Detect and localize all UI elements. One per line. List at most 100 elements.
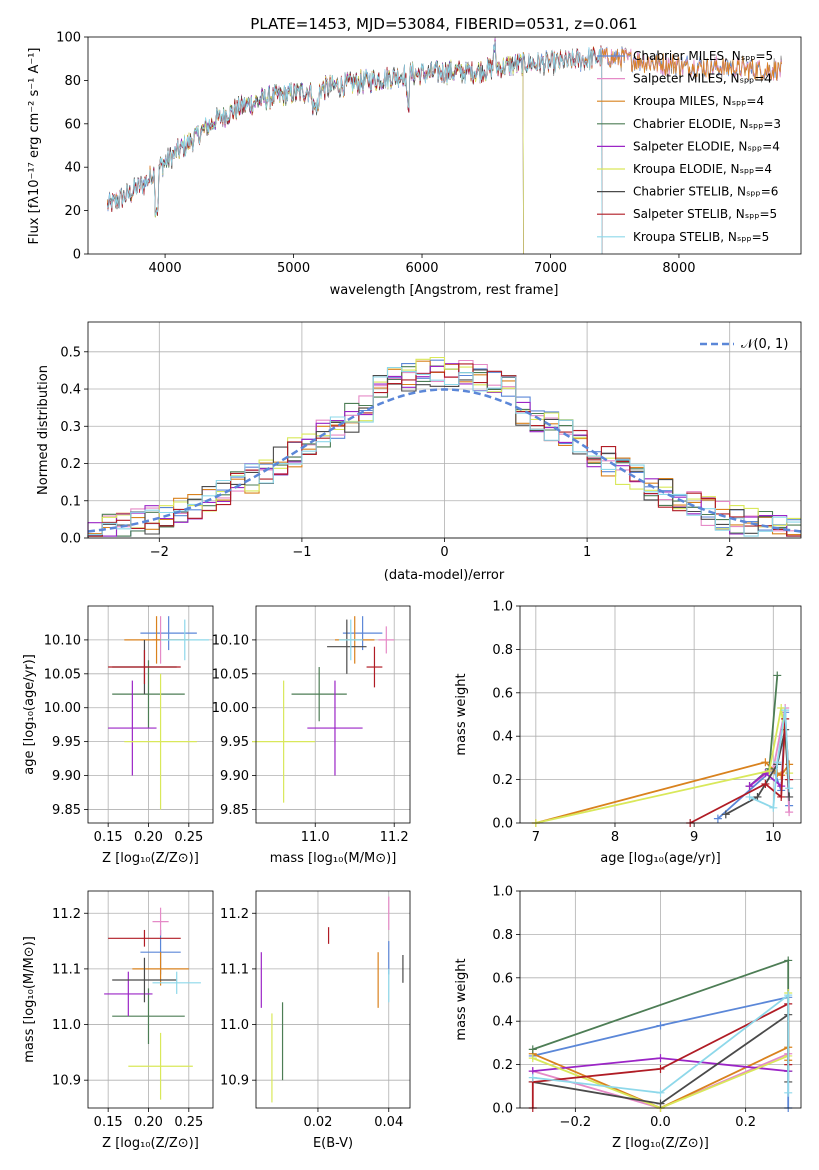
- residuals-frame: [87, 321, 802, 539]
- xtick-label: 0.0: [650, 1115, 671, 1130]
- panel-frame: [87, 890, 214, 1109]
- spectrum-panel: PLATE=1453, MJD=53084, FIBERID=0531, z=0…: [27, 15, 802, 298]
- xtick-label: 0: [440, 545, 448, 560]
- xtick-label: 5000: [277, 261, 310, 276]
- residuals-ylabel: Normed distribution: [36, 365, 51, 495]
- xtick-label: 0.15: [94, 830, 123, 845]
- xtick-label: 11.2: [380, 830, 409, 845]
- x-axis-label: Z [log₁₀(Z/Z⊙)]: [102, 851, 199, 866]
- spectrum-axes: 4000 5000 6000 7000 8000 0 20 40 60 80 100: [56, 31, 695, 277]
- legend-label-kroupa-miles: Kroupa MILES, Nₛₚₚ=4: [633, 94, 764, 108]
- xtick-label: −0.2: [560, 1115, 592, 1130]
- ytick-label: 80: [64, 74, 81, 89]
- x-axis-label: age [log₁₀(age/yr)]: [600, 851, 721, 866]
- series-line-kroupa-stelib: [532, 993, 790, 1094]
- ytick-label: 0.6: [492, 971, 513, 986]
- ytick-label: 9.85: [220, 803, 249, 818]
- panel-frame: [519, 605, 802, 824]
- series-point-chabrier-stelib: [785, 792, 794, 801]
- x-axis-label: Z [log₁₀(Z/Z⊙)]: [612, 1136, 709, 1151]
- spectrum-model-line-kroupa-stelib: [106, 41, 603, 255]
- y-axis-label: mass weight: [454, 958, 469, 1040]
- legend-label-salpeter-stelib: Salpeter STELIB, Nₛₚₚ=5: [633, 207, 777, 221]
- ytick-label: 0.8: [492, 643, 513, 658]
- ytick-label: 10.00: [44, 701, 81, 716]
- series-point-salpeter-stelib: [761, 779, 770, 788]
- ytick-label: 10.10: [212, 633, 249, 648]
- xtick-label: 10: [765, 830, 782, 845]
- spectrum-legend: Chabrier MILES, Nₛₚₚ=5 Salpeter MILES, Nₛ…: [597, 49, 781, 244]
- ytick-label: 10.05: [212, 667, 249, 682]
- xtick-label: 9: [690, 830, 698, 845]
- histogram-kroupa-stelib: [87, 366, 801, 538]
- spectrum-lines: [106, 37, 783, 255]
- spectrum-xlabel: wavelength [Angstrom, rest frame]: [330, 283, 559, 298]
- series-point-kroupa-stelib: [528, 1073, 537, 1082]
- x-axis-label: Z [log₁₀(Z/Z⊙)]: [102, 1136, 199, 1151]
- series-point-chabrier-elodie: [784, 956, 793, 965]
- residuals-panel: −2 −1 0 1 2 0.0 0.1 0.2 0.3 0.4 0.5 𝒩(0, 1) (data-…: [36, 321, 802, 583]
- massweight-vs-age-panel: 7 8 9 10 0.0 0.2 0.4 0.6 0.8 1.0 age [log₁₀(age/yr…: [454, 600, 802, 866]
- series-point-kroupa-stelib: [773, 758, 782, 767]
- massweight-vs-z-panel: −0.2 0.0 0.2 0.0 0.2 0.4 0.6 0.8 1.0 Z [log₁₀(Z/Z…: [454, 885, 802, 1151]
- xtick-label: 0.20: [134, 830, 163, 845]
- xtick-label: 0.25: [174, 1115, 203, 1130]
- legend-label-chabrier-miles: Chabrier MILES, Nₛₚₚ=5: [633, 49, 773, 63]
- xtick-label: 0.2: [735, 1115, 756, 1130]
- ytick-label: 10.05: [44, 667, 81, 682]
- histogram-kroupa-elodie: [87, 356, 801, 538]
- xtick-label: 11.0: [301, 830, 330, 845]
- legend-label-kroupa-elodie: Kroupa ELODIE, Nₛₚₚ=4: [633, 162, 772, 176]
- series-point-chabrier-stelib: [721, 810, 730, 819]
- series-point-kroupa-stelib: [781, 706, 790, 715]
- ytick-label: 9.90: [52, 769, 81, 784]
- ytick-label: 1.0: [492, 885, 513, 900]
- spectrum-model-line-salpeter-elodie: [152, 38, 524, 255]
- ytick-label: 0.2: [492, 773, 513, 788]
- ytick-label: 10.9: [52, 1074, 81, 1089]
- series-point-kroupa-stelib: [785, 784, 794, 793]
- ytick-label: 11.2: [52, 907, 81, 922]
- xtick-label: 0.20: [134, 1115, 163, 1130]
- series-point-kroupa-miles: [777, 771, 786, 780]
- residuals-legend: 𝒩(0, 1): [700, 337, 788, 352]
- legend-label-salpeter-miles: Salpeter MILES, Nₛₚₚ=4: [633, 72, 772, 86]
- x-axis-label: mass [log₁₀(M/M⊙)]: [270, 851, 397, 866]
- panel-frame: [519, 890, 802, 1109]
- ytick-label: 1.0: [492, 600, 513, 615]
- legend-label-kroupa-stelib: Kroupa STELIB, Nₛₚₚ=5: [633, 230, 769, 244]
- ytick-label: 11.2: [220, 907, 249, 922]
- series-point-chabrier-miles: [713, 814, 722, 823]
- ytick-label: 9.90: [220, 769, 249, 784]
- ytick-label: 0.0: [492, 1102, 513, 1117]
- series-point-chabrier-elodie: [528, 1045, 537, 1054]
- ytick-label: 0.4: [492, 730, 513, 745]
- series-point-chabrier-stelib: [656, 1099, 665, 1108]
- series-point-kroupa-stelib: [784, 991, 793, 1000]
- ytick-label: 0.4: [60, 383, 81, 398]
- ytick-label: 9.95: [52, 735, 81, 750]
- series-point-kroupa-miles: [761, 758, 770, 767]
- xtick-label: 0.25: [174, 830, 203, 845]
- spectrum-ylabel: Flux [fλ10⁻¹⁷ erg cm⁻² s⁻¹ A⁻¹]: [27, 48, 42, 245]
- series-point-kroupa-stelib: [769, 803, 778, 812]
- ytick-label: 11.1: [220, 962, 249, 977]
- legend-label-chabrier-stelib: Chabrier STELIB, Nₛₚₚ=6: [633, 185, 778, 199]
- series-point-kroupa-stelib: [656, 1088, 665, 1097]
- ytick-label: 40: [64, 161, 81, 176]
- spectrum-model-line-chabrier-elodie: [151, 43, 524, 255]
- legend-label-salpeter-elodie: Salpeter ELODIE, Nₛₚₚ=4: [633, 139, 780, 153]
- xtick-label: 6000: [405, 261, 438, 276]
- series-point-kroupa-elodie: [528, 1054, 537, 1063]
- y-axis-label: age [log₁₀(age/yr)]: [22, 654, 37, 775]
- age-vs-z-panel: 0.15 0.20 0.25 9.85 9.90 9.95 10.00 10.05 10.10 Z…: [22, 605, 214, 866]
- histogram-chabrier-stelib: [87, 369, 801, 538]
- xtick-label: 8000: [662, 261, 695, 276]
- legend-label-chabrier-elodie: Chabrier ELODIE, Nₛₚₚ=3: [633, 117, 781, 131]
- xtick-label: 4000: [149, 261, 182, 276]
- histogram-salpeter-stelib: [87, 363, 801, 538]
- panel-frame: [87, 605, 214, 824]
- ytick-label: 100: [56, 31, 81, 46]
- xtick-label: 7000: [534, 261, 567, 276]
